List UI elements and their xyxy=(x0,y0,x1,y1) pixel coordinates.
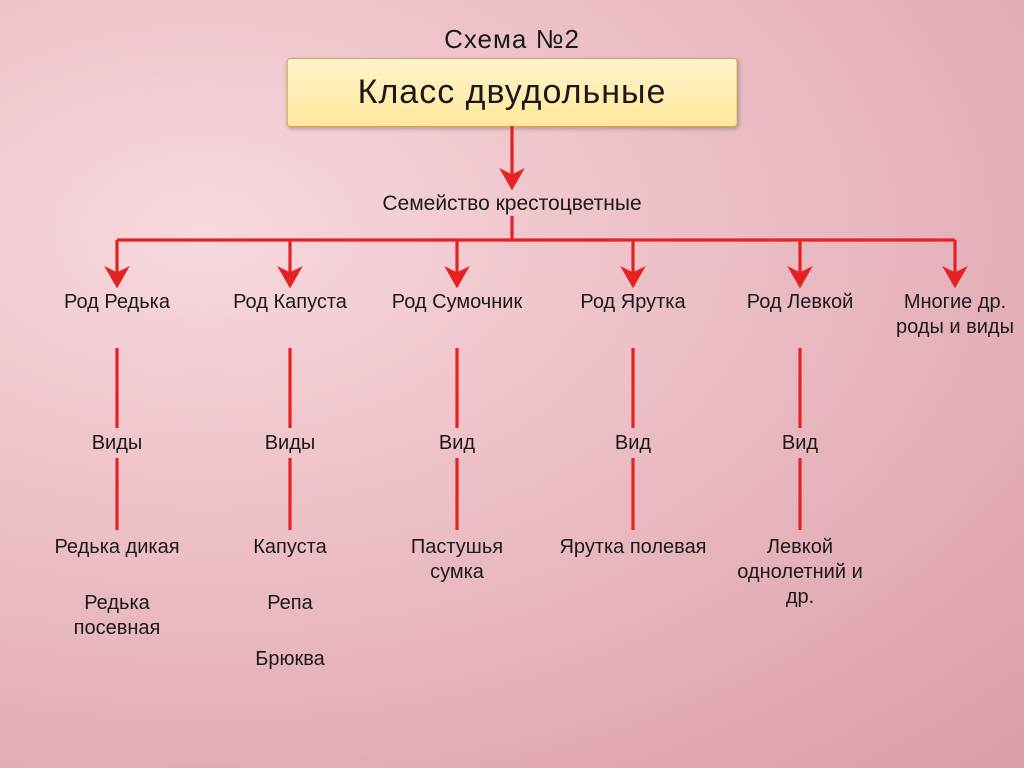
title-box: Класс двудольные xyxy=(287,58,738,127)
vids-text: Виды xyxy=(215,432,365,455)
genus-label: Род Ярутка xyxy=(558,290,708,315)
species-text: Репа xyxy=(215,591,365,616)
vids-label: Виды xyxy=(42,432,192,455)
genus-label: Род Редька xyxy=(42,290,192,315)
species-label: Брюква xyxy=(215,647,365,672)
species-label: Редька дикая xyxy=(42,535,192,560)
species-label: Капуста xyxy=(215,535,365,560)
species-label: Левкой однолетний и др. xyxy=(725,535,875,610)
genus-text: Многие др. роды и виды xyxy=(880,290,1024,340)
species-label: Пастушья сумка xyxy=(382,535,532,585)
diagram-content: Схема №2 Класс двудольные Семейство крес… xyxy=(0,0,1024,768)
vids-text: Вид xyxy=(725,432,875,455)
species-label: Редька посевная xyxy=(42,591,192,641)
species-text: Ярутка полевая xyxy=(558,535,708,560)
genus-text: Род Ярутка xyxy=(558,290,708,315)
family-label: Семейство крестоцветные xyxy=(382,192,641,216)
species-text: Левкой однолетний и др. xyxy=(725,535,875,610)
vids-text: Вид xyxy=(382,432,532,455)
species-text: Пастушья сумка xyxy=(382,535,532,585)
genus-label: Род Левкой xyxy=(725,290,875,315)
genus-text: Род Сумочник xyxy=(382,290,532,315)
genus-label: Род Сумочник xyxy=(382,290,532,315)
species-label: Ярутка полевая xyxy=(558,535,708,560)
species-text: Редька посевная xyxy=(42,591,192,641)
genus-text: Род Редька xyxy=(42,290,192,315)
vids-label: Виды xyxy=(215,432,365,455)
genus-text: Род Левкой xyxy=(725,290,875,315)
schema-label: Схема №2 xyxy=(444,24,580,55)
vids-label: Вид xyxy=(558,432,708,455)
genus-label: Род Капуста xyxy=(215,290,365,315)
species-text: Редька дикая xyxy=(42,535,192,560)
vids-text: Виды xyxy=(42,432,192,455)
species-label: Репа xyxy=(215,591,365,616)
genus-label: Многие др. роды и виды xyxy=(880,290,1024,340)
genus-text: Род Капуста xyxy=(215,290,365,315)
vids-text: Вид xyxy=(558,432,708,455)
vids-label: Вид xyxy=(382,432,532,455)
species-text: Брюква xyxy=(215,647,365,672)
species-text: Капуста xyxy=(215,535,365,560)
vids-label: Вид xyxy=(725,432,875,455)
